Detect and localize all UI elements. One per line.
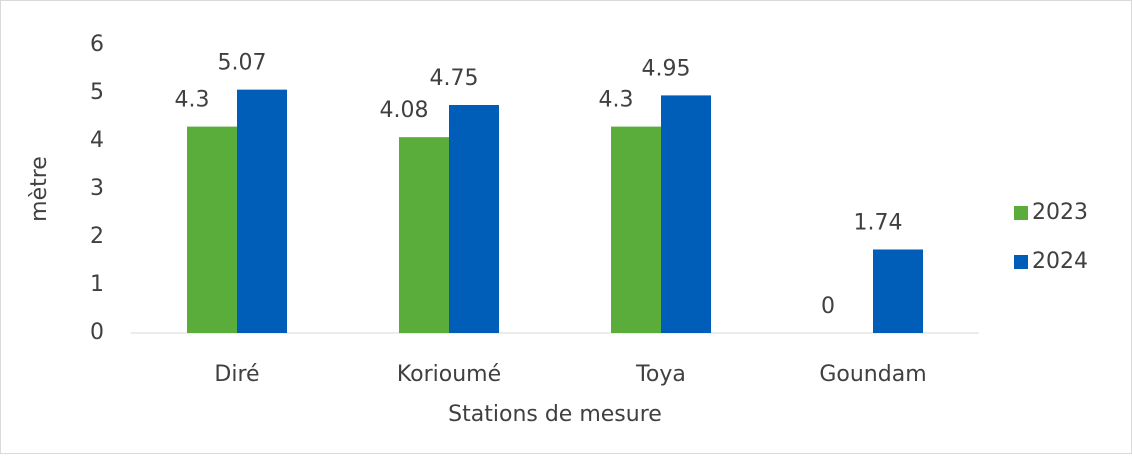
bar	[399, 137, 449, 333]
y-tick-label: 0	[90, 320, 104, 345]
x-tick-label: Korioumé	[397, 362, 501, 387]
data-label: 4.75	[430, 66, 479, 91]
bar	[661, 95, 711, 334]
legend-label: 2024	[1032, 249, 1088, 274]
x-axis-title: Stations de mesure	[448, 402, 662, 427]
data-label: 4.3	[175, 88, 210, 113]
y-tick-label: 1	[90, 272, 104, 297]
y-tick-label: 2	[90, 224, 104, 249]
legend-swatch	[1014, 206, 1028, 220]
bar	[237, 89, 287, 333]
data-label: 5.07	[218, 51, 267, 76]
data-label: 4.3	[599, 88, 634, 113]
bar	[873, 249, 923, 333]
x-tick-label: Toya	[635, 362, 686, 387]
x-tick-label: Goundam	[819, 362, 926, 387]
y-tick-label: 4	[90, 128, 104, 153]
data-label: 4.08	[380, 98, 429, 123]
bar	[187, 126, 237, 333]
legend-label: 2023	[1032, 200, 1088, 225]
data-label: 1.74	[854, 210, 903, 235]
y-tick-label: 5	[90, 80, 104, 105]
x-tick-label: Diré	[214, 362, 259, 387]
data-label: 4.95	[642, 56, 691, 81]
y-tick-label: 6	[90, 32, 104, 57]
data-label: 0	[821, 294, 835, 319]
bar	[611, 126, 661, 333]
y-axis-title: mètre	[27, 156, 52, 222]
legend-swatch	[1014, 255, 1028, 269]
bar	[449, 105, 499, 333]
y-tick-label: 3	[90, 176, 104, 201]
